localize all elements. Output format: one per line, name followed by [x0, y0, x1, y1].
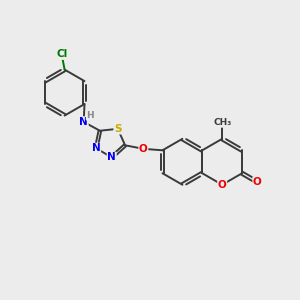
- Text: O: O: [139, 144, 148, 154]
- Text: N: N: [79, 117, 88, 127]
- Text: O: O: [218, 180, 226, 190]
- Text: O: O: [253, 177, 262, 187]
- Text: N: N: [107, 152, 116, 162]
- Text: H: H: [86, 111, 94, 120]
- Text: S: S: [114, 124, 122, 134]
- Text: CH₃: CH₃: [213, 118, 231, 127]
- Text: N: N: [92, 143, 100, 153]
- Text: Cl: Cl: [56, 49, 67, 59]
